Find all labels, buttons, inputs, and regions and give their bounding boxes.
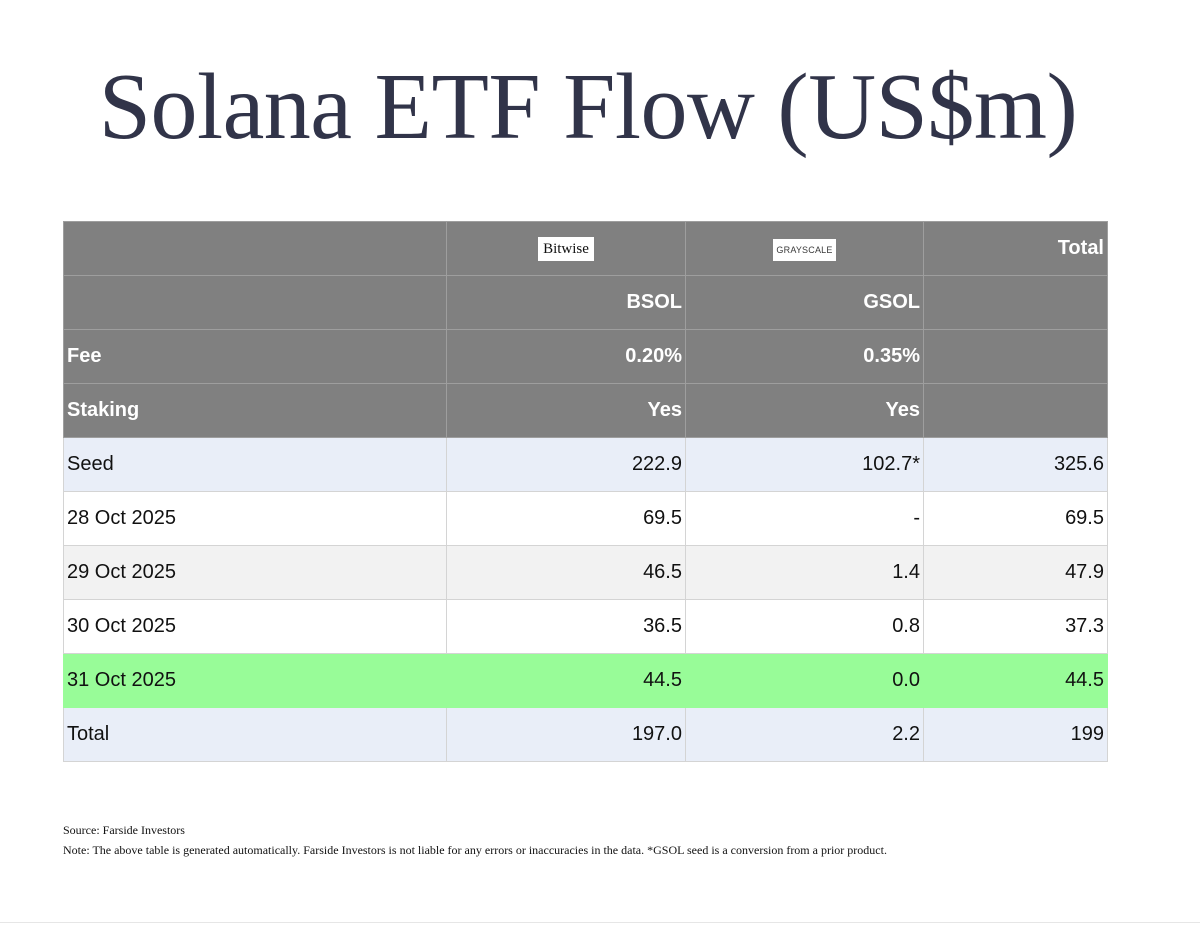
row-label: Total bbox=[63, 707, 447, 762]
staking-label: Staking bbox=[63, 383, 447, 438]
row-gsol-value: 2.2 bbox=[685, 707, 924, 762]
row-label: 30 Oct 2025 bbox=[63, 599, 447, 654]
row-total-value: 37.3 bbox=[923, 599, 1108, 654]
header-empty-cell bbox=[63, 221, 447, 276]
etf-flow-table: Bitwise GRAYSCALE Total BSOL GSOL Fee 0.… bbox=[63, 221, 1108, 762]
row-total-value: 199 bbox=[923, 707, 1108, 762]
staking-bsol: Yes bbox=[446, 383, 686, 438]
header-row-staking: Staking Yes Yes bbox=[63, 383, 1108, 438]
table-row-highlighted: 31 Oct 2025 44.5 0.0 44.5 bbox=[63, 653, 1108, 708]
row-total-value: 325.6 bbox=[923, 437, 1108, 492]
table-row-seed: Seed 222.9 102.7* 325.6 bbox=[63, 437, 1108, 492]
row-label: 31 Oct 2025 bbox=[63, 653, 447, 708]
bottom-divider bbox=[0, 922, 1200, 923]
bitwise-logo-cell: Bitwise bbox=[446, 221, 686, 276]
row-gsol-value: - bbox=[685, 491, 924, 546]
row-bsol-value: 44.5 bbox=[446, 653, 686, 708]
grayscale-logo: GRAYSCALE bbox=[773, 239, 836, 261]
row-total-value: 69.5 bbox=[923, 491, 1108, 546]
header-row-issuers: Bitwise GRAYSCALE Total bbox=[63, 221, 1108, 276]
row-bsol-value: 222.9 bbox=[446, 437, 686, 492]
table-row: 29 Oct 2025 46.5 1.4 47.9 bbox=[63, 545, 1108, 600]
row-bsol-value: 46.5 bbox=[446, 545, 686, 600]
row-gsol-value: 1.4 bbox=[685, 545, 924, 600]
staking-total-empty-cell bbox=[923, 383, 1108, 438]
row-gsol-value: 0.0 bbox=[685, 653, 924, 708]
row-label: 28 Oct 2025 bbox=[63, 491, 447, 546]
row-gsol-value: 0.8 bbox=[685, 599, 924, 654]
header-row-tickers: BSOL GSOL bbox=[63, 275, 1108, 330]
page-title: Solana ETF Flow (US$m) bbox=[98, 55, 1078, 159]
ticker-empty-cell bbox=[63, 275, 447, 330]
header-total: Total bbox=[923, 221, 1108, 276]
row-total-value: 44.5 bbox=[923, 653, 1108, 708]
table-row-total: Total 197.0 2.2 199 bbox=[63, 707, 1108, 762]
ticker-bsol: BSOL bbox=[446, 275, 686, 330]
row-label: Seed bbox=[63, 437, 447, 492]
fee-label: Fee bbox=[63, 329, 447, 384]
row-label: 29 Oct 2025 bbox=[63, 545, 447, 600]
header-row-fee: Fee 0.20% 0.35% bbox=[63, 329, 1108, 384]
footnotes: Source: Farside Investors Note: The abov… bbox=[63, 820, 887, 860]
row-gsol-value: 102.7* bbox=[685, 437, 924, 492]
row-total-value: 47.9 bbox=[923, 545, 1108, 600]
grayscale-logo-cell: GRAYSCALE bbox=[685, 221, 924, 276]
ticker-total-empty-cell bbox=[923, 275, 1108, 330]
table-row: 30 Oct 2025 36.5 0.8 37.3 bbox=[63, 599, 1108, 654]
fee-gsol: 0.35% bbox=[685, 329, 924, 384]
row-bsol-value: 197.0 bbox=[446, 707, 686, 762]
fee-total-empty-cell bbox=[923, 329, 1108, 384]
table-row: 28 Oct 2025 69.5 - 69.5 bbox=[63, 491, 1108, 546]
row-bsol-value: 36.5 bbox=[446, 599, 686, 654]
fee-bsol: 0.20% bbox=[446, 329, 686, 384]
ticker-gsol: GSOL bbox=[685, 275, 924, 330]
disclaimer-note: Note: The above table is generated autom… bbox=[63, 843, 887, 857]
row-bsol-value: 69.5 bbox=[446, 491, 686, 546]
bitwise-logo: Bitwise bbox=[538, 237, 594, 261]
source-note: Source: Farside Investors bbox=[63, 823, 185, 837]
staking-gsol: Yes bbox=[685, 383, 924, 438]
